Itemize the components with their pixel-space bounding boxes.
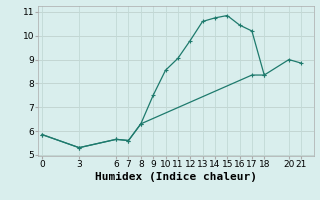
X-axis label: Humidex (Indice chaleur): Humidex (Indice chaleur): [95, 172, 257, 182]
